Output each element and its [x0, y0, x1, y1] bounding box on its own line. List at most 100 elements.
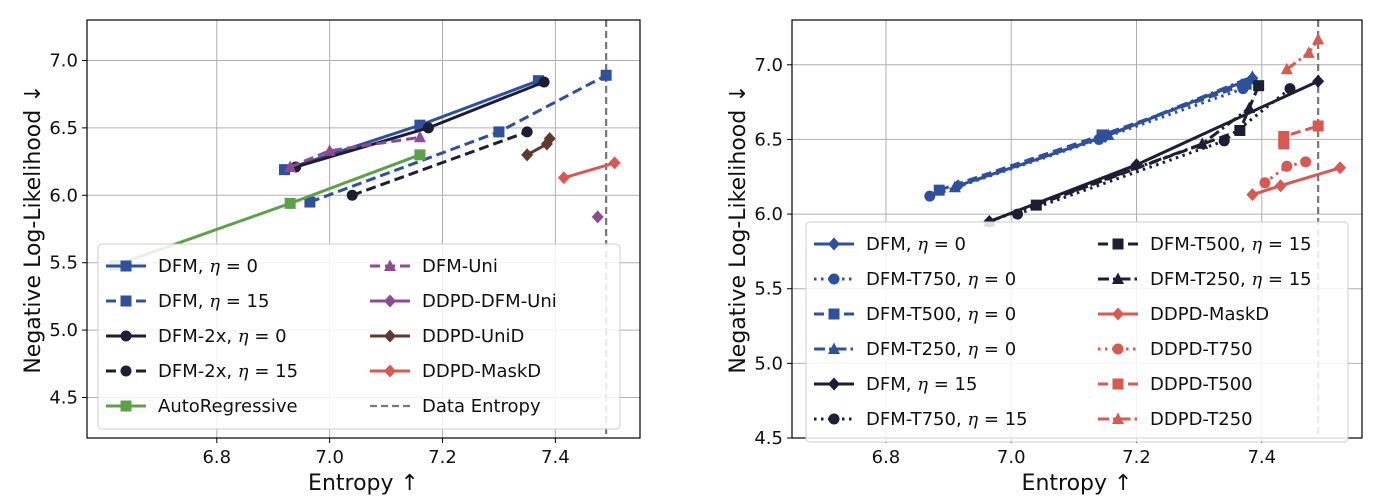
data-point	[1284, 83, 1296, 95]
data-point	[1246, 188, 1259, 202]
data-point	[1246, 70, 1259, 82]
legend-eta-value: = 0	[978, 339, 1016, 360]
legend-entry: DDPD-T250	[1098, 409, 1253, 430]
legend-entry: Data Entropy	[370, 396, 541, 417]
data-point	[323, 144, 336, 156]
legend-marker	[1112, 272, 1124, 284]
data-point	[1274, 179, 1287, 193]
legend-entry: DDPD-MaskD	[1098, 304, 1269, 325]
y-tick-label: 5.5	[49, 253, 78, 274]
legend-label: DFM-T500, η = 0	[866, 304, 1016, 325]
x-tick-label: 7.4	[1247, 447, 1276, 468]
legend-label: DDPD-UniD	[422, 326, 524, 347]
legend-eta-symbol: η	[967, 339, 978, 360]
legend-entry: DFM-2x, η = 15	[106, 361, 298, 382]
series-line	[351, 130, 528, 197]
data-point	[538, 76, 550, 88]
legend: DFM, η = 0 DFM-Uni DFM, η = 15 DDPD-DFM-Uni…	[97, 243, 621, 430]
legend-label: DDPD-T500	[1150, 374, 1253, 395]
legend-entry: DFM-2x, η = 0	[106, 326, 287, 347]
legend-marker	[384, 329, 396, 343]
legend-entry: DFM-T750, η = 0	[814, 269, 1016, 290]
data-point	[1240, 78, 1252, 90]
series-line	[954, 75, 1253, 189]
data-point	[493, 126, 505, 138]
legend-entry: DDPD-DFM-Uni	[370, 291, 557, 312]
legend-label: AutoRegressive	[158, 396, 298, 417]
y-axis-label: Negative Log-Likelihood ↓	[21, 84, 46, 373]
legend-eta-value: = 0	[249, 326, 287, 347]
y-tick-label: 6.0	[754, 204, 783, 225]
legend-entry: DFM, η = 0	[106, 256, 258, 277]
legend-marker	[828, 273, 840, 285]
series-ddpd-maskd	[1246, 161, 1347, 202]
legend-marker	[384, 294, 396, 308]
legend-entry: DDPD-T500	[1098, 374, 1253, 395]
data-point	[1234, 124, 1246, 136]
series-dfm-uni	[284, 130, 426, 172]
data-point	[1302, 46, 1315, 58]
data-point	[600, 69, 612, 81]
series-dfm-t750-15	[1011, 83, 1296, 220]
y-tick-label: 6.0	[49, 185, 78, 206]
legend-marker	[828, 308, 840, 320]
data-point	[1278, 138, 1290, 150]
legend-eta-symbol: η	[967, 269, 978, 290]
legend-label: DDPD-T250	[1150, 409, 1253, 430]
data-point	[933, 184, 945, 196]
x-axis-label: Entropy ↑	[308, 471, 419, 496]
legend-eta-symbol: η	[238, 361, 249, 382]
legend-marker	[1112, 378, 1124, 390]
legend-label: DFM-T750, η = 15	[866, 409, 1028, 430]
data-point	[1096, 129, 1108, 141]
legend-label: DFM-T250, η = 0	[866, 339, 1016, 360]
legend-marker	[828, 237, 840, 251]
data-point	[1312, 120, 1324, 132]
legend-marker	[828, 342, 840, 354]
legend-marker	[384, 364, 396, 378]
legend-entry: DFM-Uni	[370, 256, 498, 277]
data-point	[1196, 137, 1209, 149]
data-point	[1281, 160, 1293, 172]
legend-label: DFM, η = 0	[866, 234, 966, 255]
legend-eta-value: = 0	[978, 304, 1016, 325]
data-point	[414, 119, 426, 131]
x-tick-label: 6.8	[202, 447, 231, 468]
data-point	[1259, 177, 1271, 189]
chart-panel-2: 6.8 7.0 7.2 7.4 4.5 5.0 5.5 6.0 6.5 7.0 Entropy ↑ N…	[726, 19, 1363, 496]
legend-eta-value: = 15	[220, 291, 269, 312]
series-line	[563, 161, 616, 180]
legend-marker	[120, 295, 132, 307]
data-point	[521, 126, 533, 138]
legend-entry: DFM-T500, η = 0	[814, 304, 1016, 325]
data-point	[521, 148, 534, 162]
data-point	[284, 160, 297, 172]
legend-eta-value: = 15	[1262, 234, 1311, 255]
legend-entry: DDPD-T750	[1098, 339, 1253, 360]
legend-marker	[120, 260, 132, 272]
legend-entry: DFM-T500, η = 15	[1098, 234, 1312, 255]
legend-eta-value: = 0	[220, 256, 258, 277]
legend-eta-value: = 15	[249, 361, 298, 382]
x-axis-label: Entropy ↑	[1022, 471, 1133, 496]
series-line	[284, 79, 539, 172]
legend-label: DDPD-T750	[1150, 339, 1253, 360]
y-tick-label: 6.5	[754, 129, 783, 150]
legend-marker	[828, 413, 840, 425]
legend-eta-symbol: η	[917, 374, 928, 395]
series-line	[309, 73, 607, 204]
legend-marker	[120, 365, 132, 377]
legend-label: Data Entropy	[422, 396, 541, 417]
data-point	[1280, 62, 1293, 75]
data-point	[414, 149, 426, 161]
plot-area	[924, 20, 1347, 438]
legend-label: DFM-T500, η = 15	[1150, 234, 1312, 255]
axes-frame	[86, 19, 641, 439]
legend-eta-symbol: η	[238, 326, 249, 347]
data-point	[924, 190, 936, 202]
data-point	[279, 164, 290, 176]
series-ddpd-t500	[1278, 120, 1324, 150]
legend-entry: DFM-T750, η = 15	[814, 409, 1028, 430]
x-tick-label: 7.2	[1122, 447, 1151, 468]
series-line	[1264, 160, 1306, 184]
